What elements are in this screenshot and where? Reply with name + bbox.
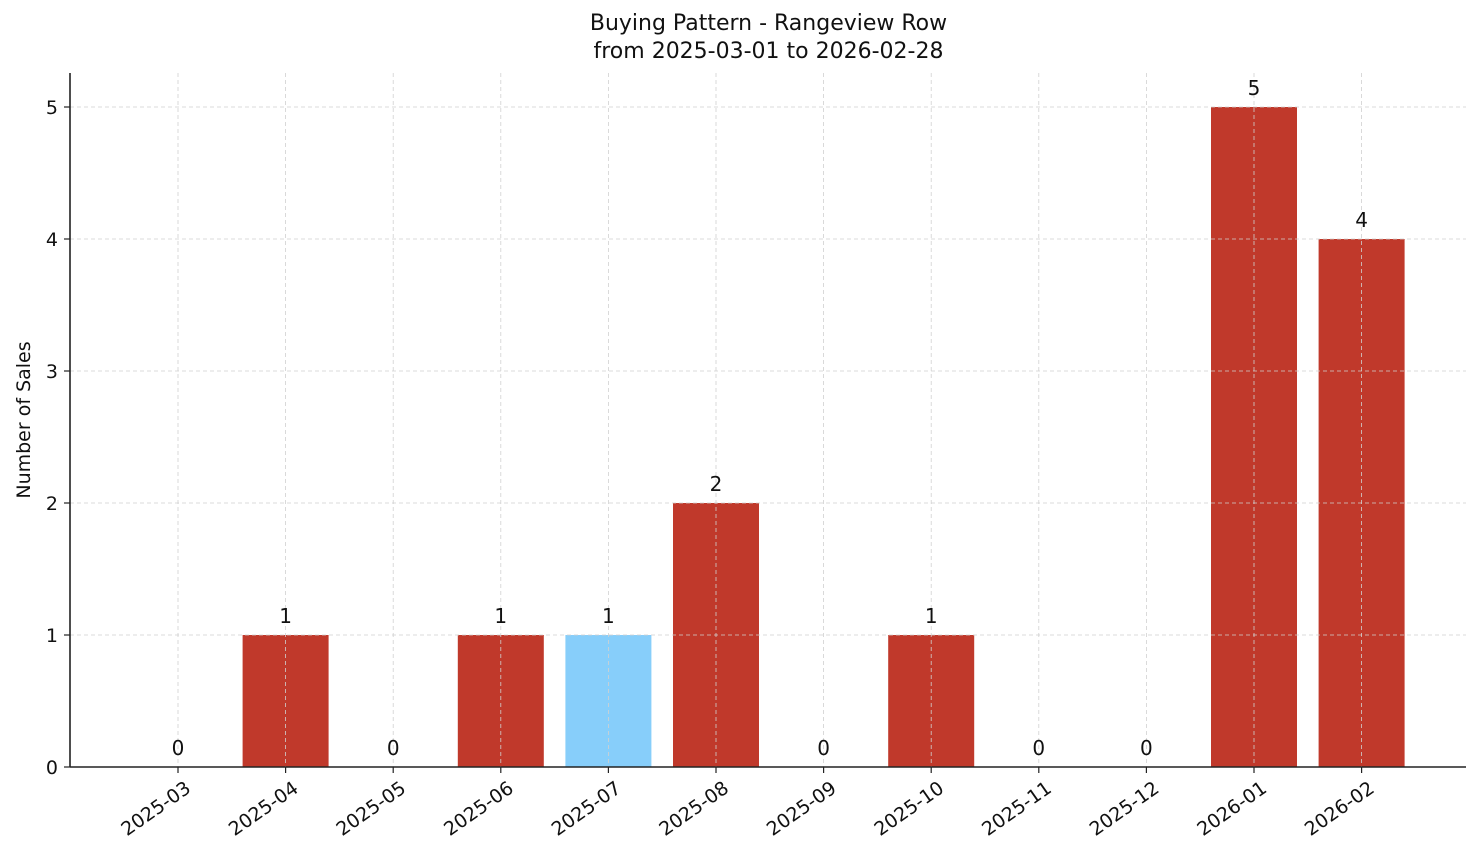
x-tick-label: 2026-01 — [1193, 777, 1271, 841]
data-label: 0 — [1032, 736, 1045, 760]
data-label: 0 — [172, 736, 185, 760]
x-tick-label: 2025-12 — [1086, 777, 1164, 841]
data-label: 1 — [494, 604, 507, 628]
y-axis-label: Number of Sales — [13, 341, 35, 498]
chart-title: Buying Pattern - Rangeview Row — [589, 11, 948, 36]
y-tick-label: 4 — [46, 229, 58, 251]
y-tick-label: 3 — [46, 361, 58, 383]
y-tick-label: 5 — [46, 97, 58, 119]
data-label: 2 — [710, 472, 723, 496]
data-label: 0 — [1140, 736, 1153, 760]
x-tick-label: 2025-11 — [978, 777, 1056, 841]
data-label: 1 — [602, 604, 615, 628]
x-tick-label: 2026-02 — [1301, 777, 1379, 841]
data-label: 0 — [817, 736, 830, 760]
x-tick-label: 2025-05 — [332, 777, 410, 841]
x-tick-label: 2025-09 — [763, 777, 841, 841]
chart-title-block: Buying Pattern - Rangeview Row from 2025… — [0, 10, 1481, 66]
chart-subtitle: from 2025-03-01 to 2026-02-28 — [593, 39, 944, 64]
x-tick-label: 2025-07 — [548, 777, 626, 841]
x-tick-label: 2025-03 — [117, 777, 195, 841]
y-tick-label: 0 — [46, 757, 58, 779]
x-tick-label: 2025-10 — [870, 777, 948, 841]
x-tick-label: 2025-06 — [440, 777, 518, 841]
data-label: 5 — [1248, 76, 1261, 100]
y-tick-label: 2 — [46, 493, 58, 515]
data-label: 1 — [925, 604, 938, 628]
x-tick-label: 2025-08 — [655, 777, 733, 841]
data-label: 1 — [279, 604, 292, 628]
data-label: 0 — [387, 736, 400, 760]
x-tick-label: 2025-04 — [225, 777, 303, 841]
data-label: 4 — [1355, 208, 1368, 232]
y-tick-label: 1 — [46, 625, 58, 647]
